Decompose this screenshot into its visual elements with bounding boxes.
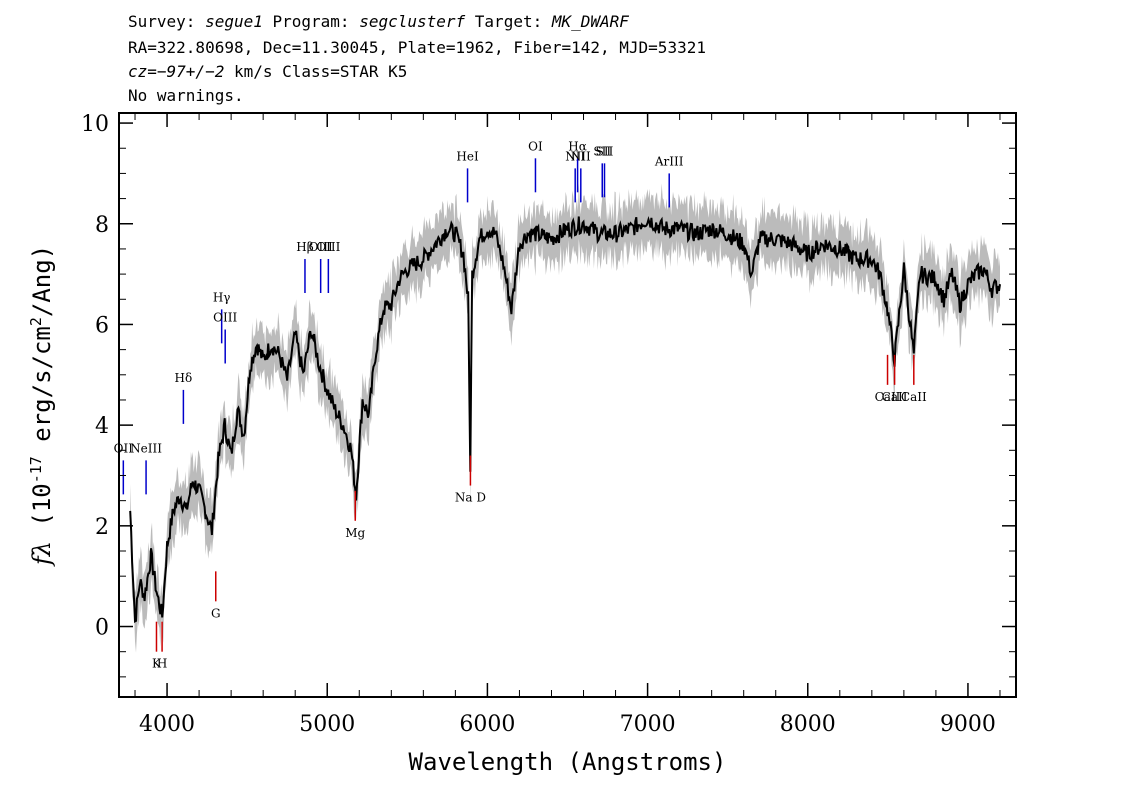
survey-value: segue1 xyxy=(205,12,263,31)
header-line-1: Survey: segue1 Program: segclusterf Targ… xyxy=(128,12,629,32)
absorption-line-label: CaII xyxy=(901,390,927,404)
emission-line-label: Hδ xyxy=(175,371,193,385)
x-tick-label: 8000 xyxy=(780,712,836,737)
emission-line-label: OIII xyxy=(316,240,340,254)
target-label: Target: xyxy=(465,12,552,31)
program-value: segclusterf xyxy=(359,12,466,31)
survey-label: Survey: xyxy=(128,12,206,31)
axis-ticks: 4000 5000 6000 7000 8000 9000 0 2 4 6 8 10 xyxy=(81,112,1016,737)
cz-label: cz xyxy=(128,62,148,81)
class-info: km/s Class=STAR K5 xyxy=(224,62,408,81)
emission-line-label: OIII xyxy=(309,240,333,254)
emission-line-label: NeIII xyxy=(130,441,162,455)
y-tick-label: 10 xyxy=(81,112,109,137)
flux-series xyxy=(129,215,1001,623)
plot-frame xyxy=(118,112,1017,698)
x-tick-label: 5000 xyxy=(299,712,355,737)
x-tick-label: 4000 xyxy=(139,712,195,737)
absorption-line-label: H xyxy=(157,657,167,671)
emission-line-label: NII xyxy=(571,149,591,163)
emission-line-label: HeI xyxy=(456,149,479,163)
absorption-line-label: CaII xyxy=(875,390,901,404)
y-tick-label: 2 xyxy=(95,515,109,540)
emission-line-label: Hγ xyxy=(213,290,231,304)
x-axis-label: Wavelength (Angstroms) xyxy=(409,748,727,776)
y-tick-label: 0 xyxy=(95,616,109,641)
emission-line-label: NII xyxy=(565,149,585,163)
emission-line-label: Hα xyxy=(568,139,587,153)
emission-line-label: OIII xyxy=(213,310,237,324)
header-line-2: RA=322.80698, Dec=11.30045, Plate=1962, … xyxy=(128,38,706,57)
noise-envelope xyxy=(130,183,1000,653)
absorption-line-label: CaII xyxy=(882,390,908,404)
y-tick-label: 4 xyxy=(95,414,109,439)
header-line-3: cz=−97+/−2 km/s Class=STAR K5 xyxy=(128,62,407,82)
emission-line-label: SII xyxy=(596,144,614,158)
target-value: MK_DWARF xyxy=(551,12,629,31)
emission-line-label: Hβ xyxy=(296,240,313,254)
emission-line-label: ArIII xyxy=(654,154,684,168)
cz-value: =−97+/−2 xyxy=(147,62,225,81)
absorption-line-label: Mg xyxy=(345,526,365,540)
absorption-line-label: G xyxy=(211,606,221,620)
flux-line xyxy=(129,215,1001,623)
x-tick-label: 7000 xyxy=(620,712,676,737)
y-tick-label: 6 xyxy=(95,313,109,338)
absorption-line-label: K xyxy=(152,657,162,671)
absorption-line-label: Na D xyxy=(455,491,486,505)
x-tick-label: 9000 xyxy=(940,712,996,737)
y-tick-label: 8 xyxy=(95,213,109,238)
header-line-4: No warnings. xyxy=(128,86,244,105)
program-label: Program: xyxy=(262,12,360,31)
emission-line-label: OI xyxy=(528,139,543,153)
emission-line-label: SII xyxy=(593,144,611,158)
x-tick-label: 6000 xyxy=(459,712,515,737)
y-axis-label: fλ (10-17 erg/s/cm2/Ang) xyxy=(27,245,56,567)
noise-band xyxy=(130,183,1000,653)
